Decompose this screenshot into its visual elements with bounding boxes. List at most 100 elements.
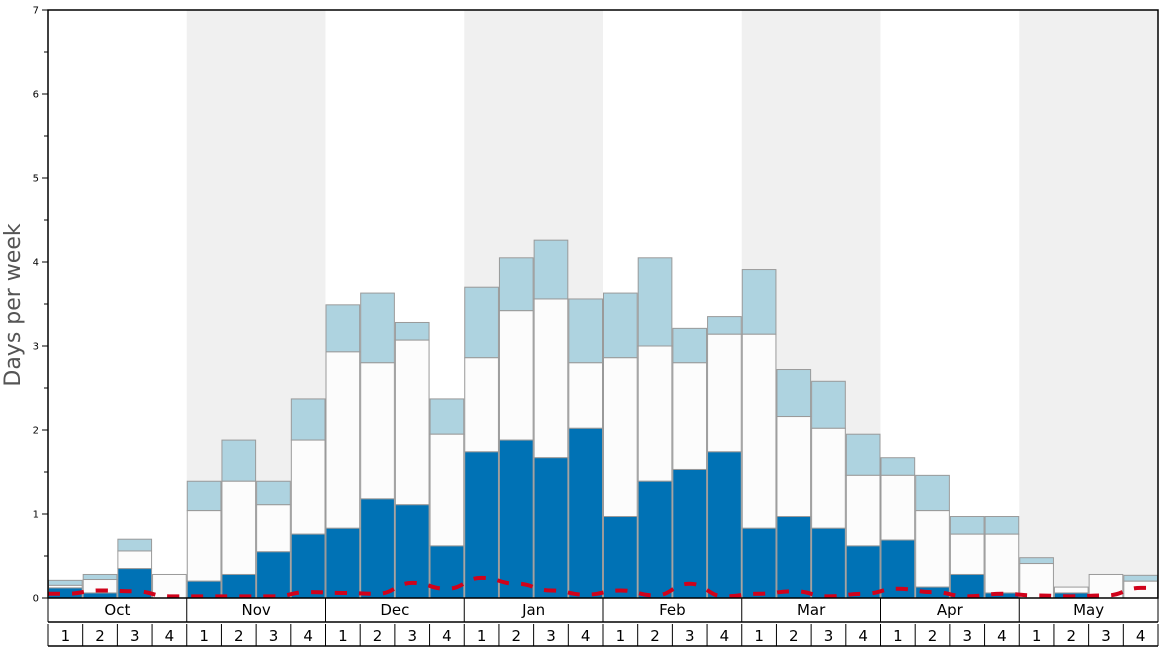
y-axis-label: Days per week <box>1 223 26 386</box>
y-tick-label: 5 <box>33 174 39 185</box>
bar-light-blue <box>741 269 777 335</box>
bar-light-blue <box>256 480 291 506</box>
bar-light-blue <box>325 304 361 353</box>
bar-light-blue <box>776 369 812 418</box>
week-label: 4 <box>442 627 452 645</box>
week-label: 1 <box>616 627 626 645</box>
dashed-line-layer <box>48 575 1158 599</box>
week-label: 3 <box>824 627 834 645</box>
bar-white <box>1053 586 1089 594</box>
bar-light-blue <box>394 321 430 341</box>
week-label: 2 <box>650 627 660 645</box>
bar-dark-blue <box>672 468 708 599</box>
week-label: 3 <box>962 627 972 645</box>
y-tick-label: 1 <box>33 510 39 521</box>
bar-dark-blue <box>811 527 846 599</box>
month-label-feb: Feb <box>659 601 686 619</box>
week-label: 1 <box>754 627 764 645</box>
week-label: 1 <box>477 627 487 645</box>
week-label: 4 <box>720 627 730 645</box>
bar-dark-blue <box>464 451 499 599</box>
week-label: 1 <box>61 627 71 645</box>
month-label-nov: Nov <box>241 601 270 619</box>
week-label: 3 <box>685 627 695 645</box>
bar-dark-blue <box>603 516 638 599</box>
bar-dark-blue <box>360 498 395 599</box>
bar-dark-blue <box>845 545 881 599</box>
bar-light-blue <box>568 298 603 364</box>
y-tick-label: 7 <box>33 6 39 17</box>
bar-dark-blue <box>568 427 603 599</box>
y-axis: 0 1 2 3 4 5 6 7 <box>33 6 48 605</box>
bar-white <box>429 433 465 547</box>
week-label: 4 <box>858 627 868 645</box>
bar-white <box>1019 563 1054 599</box>
bar-white <box>776 416 812 518</box>
bar-light-blue <box>464 286 499 359</box>
y-tick-label: 4 <box>33 258 39 269</box>
bar-light-blue <box>221 439 257 482</box>
week-label: 1 <box>199 627 209 645</box>
bar-white <box>707 333 742 453</box>
bar-white <box>256 504 291 553</box>
bar-light-blue <box>1019 557 1054 565</box>
bar-dark-blue <box>429 545 465 599</box>
bar-white <box>360 362 395 500</box>
week-label: 4 <box>997 627 1007 645</box>
bar-light-blue <box>186 480 222 512</box>
dashed-line <box>48 575 1158 599</box>
week-label: 1 <box>1032 627 1042 645</box>
bar-white <box>741 333 777 529</box>
bar-white <box>186 510 222 582</box>
bar-light-blue <box>637 257 673 347</box>
bars <box>48 239 1158 599</box>
bar-white <box>811 427 846 529</box>
month-label-oct: Oct <box>104 601 130 619</box>
bar-white <box>949 533 985 575</box>
bar-white <box>568 362 603 429</box>
bar-light-blue <box>82 573 118 581</box>
week-label: 4 <box>165 627 175 645</box>
week-label: 3 <box>546 627 556 645</box>
bar-white <box>221 480 257 575</box>
bar-dark-blue <box>325 527 361 599</box>
week-label: 1 <box>893 627 903 645</box>
bar-white <box>603 357 638 518</box>
bar-dark-blue <box>533 457 569 599</box>
bar-light-blue <box>915 474 950 512</box>
bar-white <box>984 533 1020 594</box>
month-shade-may <box>1019 10 1158 598</box>
week-label: 3 <box>130 627 140 645</box>
bar-white <box>117 550 153 570</box>
bar-white <box>845 474 881 547</box>
week-label: 2 <box>373 627 383 645</box>
bar-white <box>325 351 361 529</box>
bar-white <box>880 474 916 541</box>
bar-dark-blue <box>290 533 326 599</box>
y-tick-label: 0 <box>33 594 39 605</box>
week-label: 3 <box>407 627 417 645</box>
y-tick-label: 3 <box>33 342 39 353</box>
week-label: 3 <box>1101 627 1111 645</box>
month-label-may: May <box>1073 601 1104 619</box>
bar-light-blue <box>117 538 153 552</box>
week-label: 2 <box>789 627 799 645</box>
week-label: 2 <box>95 627 105 645</box>
week-label: 4 <box>303 627 313 645</box>
bar-dark-blue <box>707 451 742 599</box>
y-tick-label: 6 <box>33 90 39 101</box>
month-label-mar: Mar <box>797 601 826 619</box>
bar-light-blue <box>533 239 569 300</box>
bar-dark-blue <box>82 592 118 599</box>
bar-dark-blue <box>498 439 534 599</box>
bar-light-blue <box>949 516 985 535</box>
bar-white <box>464 357 499 453</box>
bar-white <box>533 298 569 459</box>
bar-light-blue <box>845 433 881 476</box>
week-label: 4 <box>581 627 591 645</box>
week-label: 2 <box>234 627 244 645</box>
bar-light-blue <box>360 292 395 364</box>
bar-white <box>394 339 430 506</box>
week-label: 1 <box>338 627 348 645</box>
